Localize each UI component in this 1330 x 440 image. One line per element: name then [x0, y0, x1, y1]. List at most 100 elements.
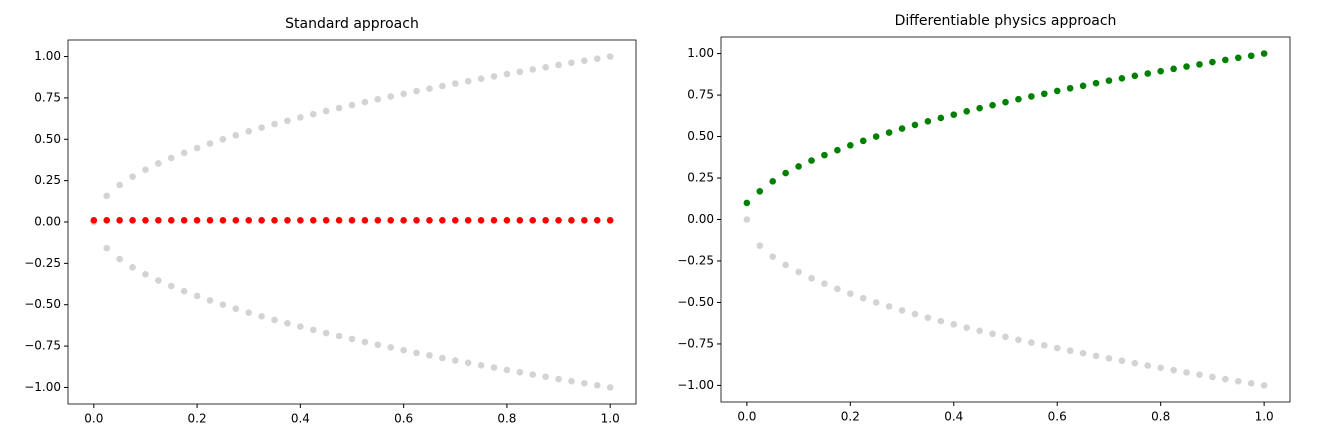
- x-tick-label: 0.8: [497, 412, 516, 426]
- point: [937, 114, 945, 122]
- point: [555, 61, 562, 69]
- point: [116, 255, 123, 263]
- point: [989, 101, 996, 109]
- y-tick-label: −1.00: [677, 378, 714, 392]
- point: [180, 287, 188, 295]
- point: [976, 104, 983, 112]
- point: [335, 332, 343, 340]
- point: [103, 217, 111, 224]
- point: [361, 98, 369, 106]
- point: [503, 70, 511, 78]
- point: [348, 101, 356, 109]
- point: [142, 217, 149, 224]
- point: [782, 261, 789, 269]
- point: [1066, 84, 1074, 92]
- x-tick-label: 0.6: [394, 412, 413, 426]
- point: [1015, 336, 1022, 344]
- point: [1118, 357, 1126, 364]
- point: [335, 104, 343, 112]
- point: [361, 217, 369, 224]
- point: [129, 217, 136, 224]
- x-tick-label: 0.2: [188, 412, 207, 426]
- point: [821, 280, 828, 288]
- point: [529, 217, 537, 224]
- point: [490, 217, 498, 224]
- point: [1157, 364, 1164, 372]
- point: [297, 323, 304, 330]
- point: [885, 129, 893, 136]
- point: [542, 64, 549, 71]
- y-tick-label: 0.00: [687, 212, 714, 226]
- point: [232, 305, 240, 312]
- point: [180, 149, 188, 157]
- point: [1092, 352, 1100, 360]
- point: [1247, 52, 1255, 60]
- point: [503, 366, 511, 374]
- point: [529, 371, 537, 378]
- point: [271, 120, 278, 128]
- x-tick-label: 0.2: [841, 410, 860, 424]
- point: [129, 173, 136, 180]
- point: [426, 217, 433, 224]
- point: [606, 217, 614, 224]
- y-tick-label: 1.00: [34, 49, 61, 63]
- y-tick-label: −0.25: [24, 256, 61, 270]
- point: [400, 217, 407, 224]
- point: [387, 217, 395, 224]
- point: [1002, 333, 1009, 341]
- point: [1079, 349, 1087, 357]
- y-tick-label: 1.00: [687, 46, 714, 60]
- point: [464, 77, 472, 85]
- point: [1028, 339, 1035, 346]
- point: [322, 329, 330, 337]
- y-tick-label: −0.25: [677, 253, 714, 267]
- point: [219, 135, 227, 143]
- point: [206, 297, 214, 304]
- point: [116, 217, 123, 224]
- point: [284, 117, 291, 125]
- point: [963, 324, 971, 331]
- point: [413, 217, 420, 224]
- point: [950, 321, 958, 328]
- x-tick-label: 0.8: [1151, 410, 1170, 424]
- point: [439, 82, 446, 90]
- point: [477, 217, 485, 224]
- point: [503, 217, 511, 224]
- point: [271, 316, 278, 324]
- point: [387, 93, 395, 100]
- point: [1105, 355, 1113, 362]
- y-tick-label: 0.00: [34, 215, 61, 229]
- point: [258, 217, 265, 224]
- point: [808, 157, 815, 164]
- point: [1170, 65, 1177, 73]
- point: [581, 380, 588, 387]
- y-tick-label: −1.00: [24, 380, 61, 394]
- point: [1183, 369, 1190, 376]
- point: [245, 128, 253, 135]
- point: [167, 282, 175, 290]
- point: [924, 314, 932, 322]
- point: [821, 151, 828, 159]
- point: [155, 217, 162, 224]
- point: [361, 338, 369, 346]
- point: [232, 217, 240, 224]
- x-tick-label: 0.0: [737, 410, 756, 424]
- point: [1002, 98, 1009, 106]
- point: [872, 133, 880, 140]
- point: [542, 373, 549, 381]
- point: [245, 309, 253, 316]
- point: [335, 217, 343, 224]
- point: [413, 87, 420, 95]
- y-tick-label: 0.75: [687, 88, 714, 102]
- point: [284, 319, 291, 327]
- point: [1144, 362, 1152, 369]
- point: [1183, 63, 1190, 70]
- point: [593, 55, 601, 62]
- point: [155, 160, 162, 167]
- point: [1234, 377, 1242, 385]
- point: [1170, 366, 1177, 374]
- point: [989, 330, 996, 338]
- point: [142, 166, 149, 174]
- point: [413, 349, 420, 357]
- point: [297, 217, 304, 224]
